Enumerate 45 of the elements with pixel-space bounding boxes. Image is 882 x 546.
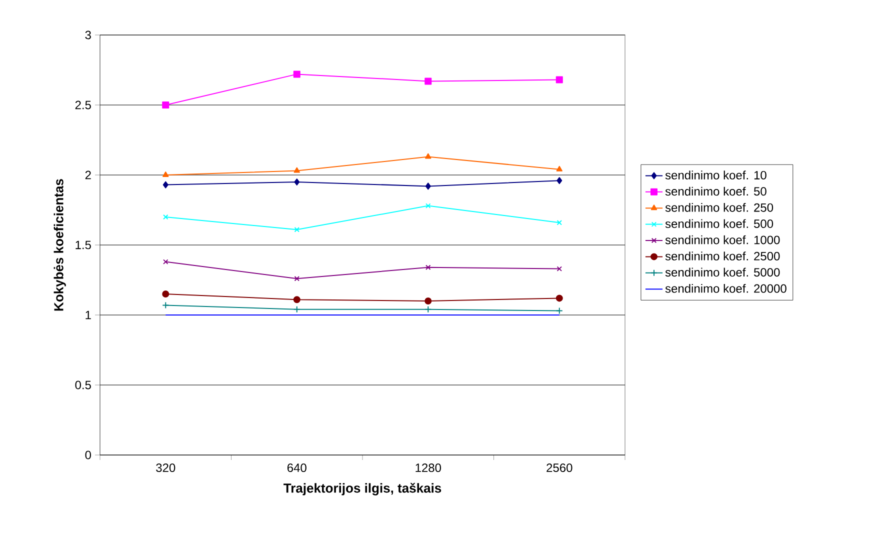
y-tick-label: 1 xyxy=(86,310,91,320)
point xyxy=(425,153,432,159)
x-axis-title: Trajektorijos ilgis, taškais xyxy=(284,482,442,496)
legend-label: sendinimo koef. 500 xyxy=(665,219,774,228)
point xyxy=(556,220,562,226)
point xyxy=(162,181,168,188)
y-tick-label: 2.5 xyxy=(75,100,91,110)
point xyxy=(294,226,300,232)
point xyxy=(294,276,300,282)
point xyxy=(293,306,300,313)
x-tick-label: 2560 xyxy=(546,464,572,472)
point xyxy=(556,294,563,302)
point xyxy=(556,166,562,172)
point xyxy=(424,298,432,304)
point xyxy=(424,78,432,85)
y-tick-label: 0 xyxy=(85,450,92,460)
point xyxy=(294,178,300,186)
legend-label: sendinimo koef. 1000 xyxy=(665,235,780,244)
legend-label: sendinimo koef. 20000 xyxy=(665,284,786,293)
point xyxy=(556,177,562,184)
x-tick-label: 320 xyxy=(156,464,176,472)
point xyxy=(293,70,300,78)
x-tick-label: 640 xyxy=(287,464,306,472)
point xyxy=(426,203,431,208)
legend-label: sendinimo koef. 2500 xyxy=(665,252,780,260)
point xyxy=(162,172,169,177)
point xyxy=(293,296,300,304)
point xyxy=(294,167,300,173)
point xyxy=(424,306,432,313)
legend-label: sendinimo koef. 50 xyxy=(665,186,766,196)
point xyxy=(426,264,431,270)
y-tick-label: 1.5 xyxy=(76,240,91,250)
y-tick-label: 3 xyxy=(85,30,91,40)
point xyxy=(556,76,563,84)
y-tick-label: 0.5 xyxy=(75,380,91,390)
y-axis-title: Kokybės koeficientas xyxy=(54,179,66,311)
legend-label: sendinimo koef. 250 xyxy=(665,203,774,212)
x-tick-label: 1280 xyxy=(416,464,442,472)
legend-label: sendinimo koef. 5000 xyxy=(665,268,780,277)
point xyxy=(162,290,170,298)
point xyxy=(425,182,431,190)
point xyxy=(162,102,170,108)
point xyxy=(556,266,562,272)
legend-label: sendinimo koef. 10 xyxy=(665,170,766,180)
y-tick-label: 2 xyxy=(85,170,91,180)
